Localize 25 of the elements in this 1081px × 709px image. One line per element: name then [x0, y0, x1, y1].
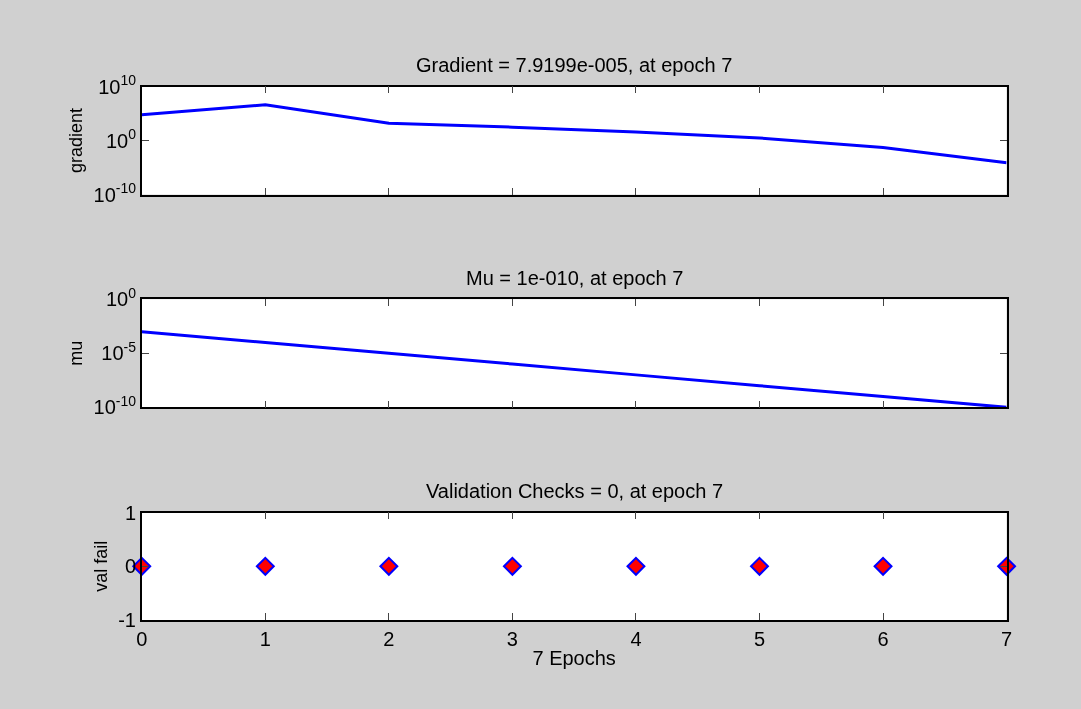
x-tick-label: 6 — [877, 627, 889, 650]
y-tick-label: 10$^{-10}$ — [93, 180, 137, 206]
chart-title: Mu = 1e-010, at epoch 7 — [466, 267, 684, 289]
y-axis-title: gradient — [66, 108, 87, 174]
x-tick-label: 5 — [753, 627, 766, 650]
y-tick-label: -1 — [118, 609, 137, 632]
y-tick-label: 10$^{0}$ — [105, 126, 137, 152]
line-series — [141, 103, 1007, 165]
y-tick-label: 10$^{0}$ — [105, 284, 137, 311]
x-tick-label: 2 — [383, 627, 395, 650]
y-tick-label: 10$^{10}$ — [98, 72, 137, 98]
x-tick-label: 3 — [506, 627, 518, 650]
x-tick-label: 4 — [630, 627, 642, 650]
x-tick-label: 1 — [259, 627, 271, 650]
y-tick-label: 10$^{-5}$ — [101, 338, 137, 365]
chart-title: Validation Checks = 0, at epoch 7 — [426, 480, 724, 502]
x-tick-label: 7 — [1001, 627, 1013, 650]
y-axis-title: mu — [66, 340, 87, 366]
y-tick-label: 10$^{-10}$ — [93, 392, 137, 419]
y-tick-label: 0 — [124, 555, 137, 578]
y-tick-label: 1 — [124, 501, 137, 524]
x-axis-title: 7 Epochs — [532, 646, 616, 669]
y-axis-title: val fail — [90, 540, 111, 592]
line-series — [141, 330, 1007, 408]
chart-title: Gradient = 7.9199e-005, at epoch 7 — [416, 54, 733, 76]
